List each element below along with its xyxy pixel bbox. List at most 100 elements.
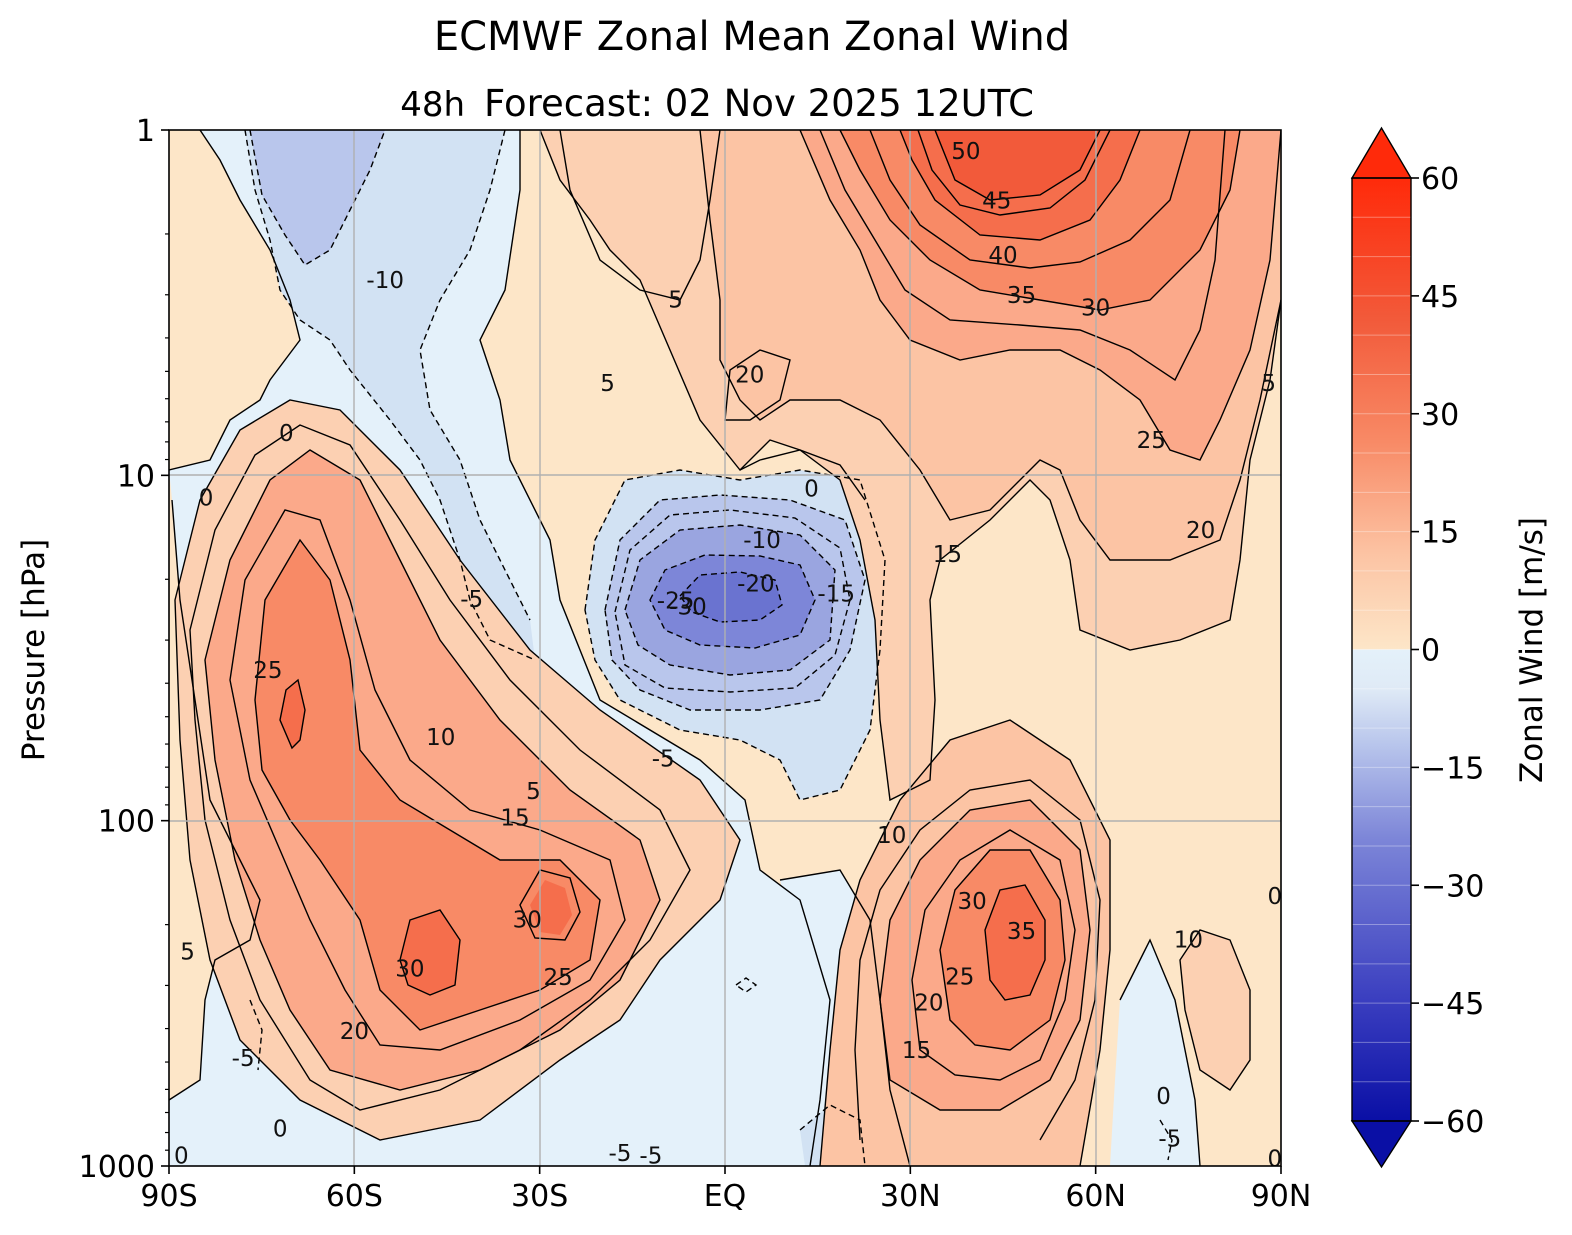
contour-label: 0 [1268,1146,1283,1172]
southern-easterlies-inner [245,130,535,660]
contour-label: -25 [657,588,695,614]
x-tick-label: 30N [880,1179,941,1214]
contour-eq-minus10 [604,494,866,711]
colorbar-label: Zonal Wind [m/s] [1514,517,1550,783]
contour-label: 15 [902,1038,931,1064]
contour-label: 25 [945,965,974,991]
contour-north-strat-45 [917,130,1111,216]
contour-label: -15 [817,582,855,608]
contour-south-15 [204,449,661,1091]
contour-eq-20 [724,349,791,421]
x-tick-label: 60N [1065,1179,1126,1214]
y-tick-label: 1000 [79,1150,155,1185]
contour-eq-minus30 [679,571,783,623]
contour-south-30-polar [279,678,306,750]
colorbar-tick-label: 60 [1421,162,1459,197]
contour-north-strat-20 [799,130,1281,461]
colorbar-tick-label: −45 [1421,987,1484,1022]
contour-label: 5 [1261,371,1276,397]
contour-north-trop-25 [911,829,1076,1081]
contour-north-strat-40 [899,130,1141,241]
colorbar-extend-max [1350,126,1413,179]
contour-north-trop-10 [819,719,1111,1166]
contour-label: 15 [933,542,962,568]
southern-easterlies-core [250,130,385,265]
colorbar: 60 45 30 15 0 −15 −30 −45 −60 Zonal Wind [m/s] [1350,126,1550,1169]
arctic-low-westerly [1180,930,1250,1090]
contour-eq-5 [559,130,721,301]
contour-eq-minus5 [584,469,886,801]
colorbar-extend-min [1350,1120,1413,1169]
y-tick-label: 1 [136,114,155,149]
contour-south-strat-minus10 [249,130,386,266]
contour-label: 25 [253,658,282,684]
contour-label: 0 [804,476,819,502]
contour-label: 20 [1186,518,1215,544]
contour-south-5 [174,399,741,1141]
contour-label: 0 [279,421,294,447]
contour-south-10 [189,424,691,1111]
south-polar-jet-core [280,680,305,748]
y-axis-label: Pressure [hPa] [16,539,52,761]
contour-label: 20 [340,1019,369,1045]
contour-label: 30 [1081,296,1110,322]
equatorial-easterlies-center [680,572,782,622]
contour-label: -5 [232,1046,255,1072]
grid-lines [169,130,1281,1166]
contour-eq-minus25 [649,554,816,649]
contour-label: -5 [639,1144,662,1170]
x-tick-label: 90S [140,1179,197,1214]
colorbar-tick-label: 15 [1421,516,1459,551]
contour-south-25 [254,538,601,1031]
contour-label: 0 [1156,1084,1171,1110]
contour-eq-small-minus5 [734,977,758,993]
contour-label: -10 [743,528,781,554]
colorbar-tick-label: −60 [1421,1105,1484,1140]
contour-label: 30 [957,889,986,915]
contour-south-20 [229,509,626,1051]
dashed-contours [244,130,1173,1166]
y-axis: 1 10 100 1000 [79,114,169,1185]
contour-labels: -10 0 0 -5 25 10 5 15 30 25 30 20 5 -5 0 0 -5 -5 -25-30 -20… [174,139,1283,1172]
contour-label: 5 [668,288,683,314]
contour-label: -20 [737,572,775,598]
contour-label: 10 [877,823,906,849]
contour-label: 45 [982,188,1011,214]
chart-subtitle: Forecast: 02 Nov 2025 12UTC [484,82,1034,125]
chart-subtitle-lead: 48h [400,85,465,125]
north-trop-jet-core [985,885,1045,1000]
contour-label: 5 [526,779,541,805]
contour-label: 0 [1268,884,1283,910]
contour-label: 10 [426,725,455,751]
contour-arctic-10 [1179,929,1251,1091]
x-tick-label: 30S [511,1179,568,1214]
south-jet-25 [255,540,600,1030]
colorbar-tick-label: −30 [1421,869,1484,904]
contour-north-strat-50 [934,130,1101,201]
contour-north-strat-10 [539,130,1281,802]
contour-north-strat-25 [819,130,1226,382]
contour-north-trop-30 [939,849,1066,1051]
contour-south-zero-lower [169,499,261,1101]
colorbar-ticks: 60 45 30 15 0 −15 −30 −45 −60 [1411,162,1484,1140]
contour-label: 40 [988,243,1017,269]
contour-arctic-zero [1119,938,1201,1166]
y-tick-label: 100 [98,805,155,840]
contour-label: 20 [914,990,943,1016]
colorbar-tick-label: 0 [1421,634,1440,669]
contour-label: -30 [669,595,707,621]
contour-north-strat-35 [869,130,1191,269]
x-tick-label: 60S [326,1179,383,1214]
contour-label: 25 [1137,428,1166,454]
contour-label: 5 [180,939,195,965]
contour-eq-surface-minus5 [799,1104,866,1166]
contour-label: -5 [1158,1127,1181,1153]
contour-label: 50 [951,139,980,165]
contour-north-strat-30 [839,130,1241,311]
contour-eq-zero-upper [739,449,866,501]
arctic-lower-easterlies [1110,940,1200,1166]
contour-arctic-surface-minus5 [1159,1119,1173,1161]
colorbar-tick-label: 30 [1421,398,1459,433]
contour-label: -5 [609,1141,632,1167]
contour-north-zero [779,869,911,1166]
